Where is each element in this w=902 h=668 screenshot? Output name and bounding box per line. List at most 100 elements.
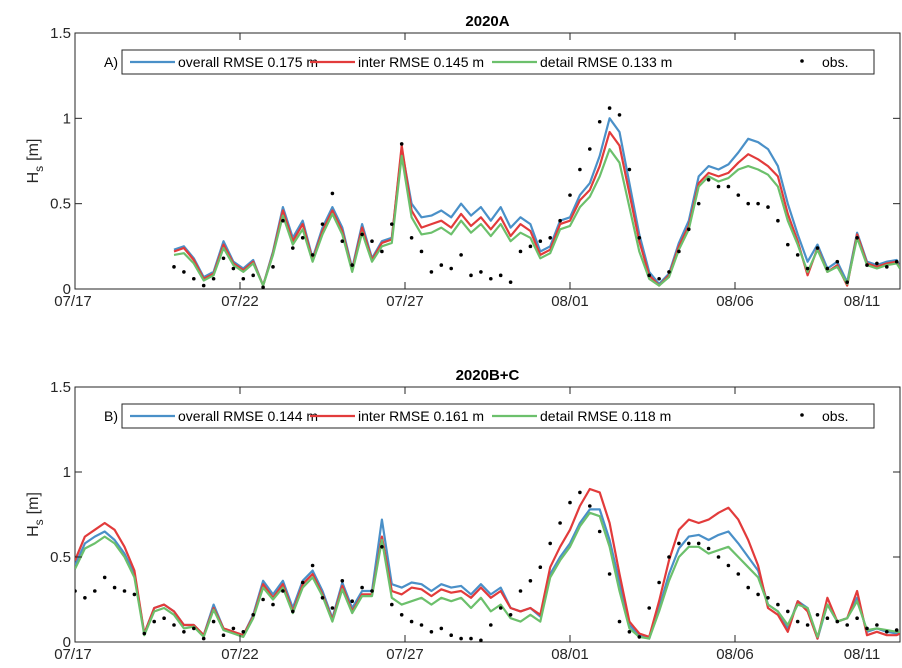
obs-point [627,167,632,172]
legend-label: inter RMSE 0.145 m [358,54,484,70]
x-tick-label: 08/06 [716,293,754,310]
obs-point [172,623,176,627]
obs-point [261,285,265,289]
obs-point [320,222,325,226]
obs-point [409,619,414,624]
x-tick-label: 07/22 [221,646,259,663]
obs-point [271,602,275,607]
obs-point [330,606,335,610]
obs-point [825,616,830,620]
legend-marker-obs [800,59,804,63]
obs-point [667,270,671,274]
obs-point [766,205,770,209]
chart-title: 2020B+C [456,367,520,384]
obs-point [677,541,681,546]
obs-point [429,270,434,274]
legend-label: overall RMSE 0.144 m [178,408,318,424]
obs-point [231,626,236,631]
obs-point [439,263,444,267]
y-tick-label: 0.5 [50,196,71,213]
obs-point [746,201,750,206]
obs-point [588,504,592,508]
y-tick-label: 1.5 [50,379,71,396]
obs-point [766,596,770,600]
obs-point [578,490,582,495]
obs-point [122,589,127,593]
obs-point [291,246,295,250]
obs-point [508,280,513,284]
obs-point [498,606,503,610]
obs-point [578,167,582,172]
obs-point [825,266,830,271]
obs-point [597,529,602,534]
obs-point [221,256,226,261]
obs-point [439,626,444,631]
obs-point [706,177,711,182]
panels: 2020A Hs[m] 0 0.5 1 1.5 07/17 07/22 07/27 08/01 08… [25,13,901,663]
obs-point [429,630,434,634]
obs-point [251,273,255,278]
obs-point [885,630,889,634]
obs-point [696,201,701,206]
x-tick-label: 07/17 [54,646,92,663]
obs-point [449,266,454,271]
obs-point [459,636,463,641]
obs-point [726,184,731,189]
obs-point [211,276,216,281]
obs-point [489,623,493,627]
obs-point [300,580,305,585]
obs-point [865,626,869,631]
obs-point [409,236,414,240]
obs-point [390,222,394,226]
obs-point [241,276,246,281]
obs-point [459,253,463,257]
obs-point [528,244,533,249]
obs-point [677,249,681,254]
x-tick-label: 07/22 [221,293,259,310]
obs-point [330,191,335,196]
series-line-2 [173,130,900,287]
obs-point [340,239,345,244]
obs-point [508,613,513,617]
obs-point [736,572,741,576]
obs-point [350,263,355,267]
obs-point [518,589,523,593]
obs-point [548,541,552,546]
plot-marks [172,106,900,289]
obs-point [390,602,394,607]
obs-point [350,599,355,603]
obs-point [192,626,196,631]
obs-point [687,227,691,232]
obs-point [291,609,295,614]
obs-point [835,259,840,264]
legend: overall RMSE 0.175 m inter RMSE 0.145 m de… [121,49,875,75]
obs-point [419,249,424,254]
obs-point [815,613,820,617]
obs-point [667,555,671,559]
obs-point [736,193,741,197]
obs-point [479,270,483,274]
obs-point [637,635,642,639]
obs-point [251,613,255,617]
series-line-3 [75,511,900,640]
obs-point [716,184,721,189]
y-tick-label: 0 [63,281,71,298]
obs-point [795,619,800,624]
obs-point [845,623,849,627]
obs-point [647,273,651,278]
legend-label: inter RMSE 0.161 m [358,408,484,424]
panel-2: 2020B+C Hs[m] 0 0.5 1 1.5 07/17 07/22 07/27 08/01… [25,367,901,663]
legend-marker-obs [800,413,804,417]
series-line-1 [173,117,900,287]
obs-point [201,636,206,641]
panel-label: A) [104,54,118,70]
obs-point [637,236,642,240]
x-tick-label: 07/27 [386,646,424,663]
legend-box [121,403,875,429]
obs-point [399,613,404,617]
obs-point [182,270,186,274]
obs-point [261,597,265,602]
obs-point [469,273,473,278]
obs-point [865,263,869,267]
